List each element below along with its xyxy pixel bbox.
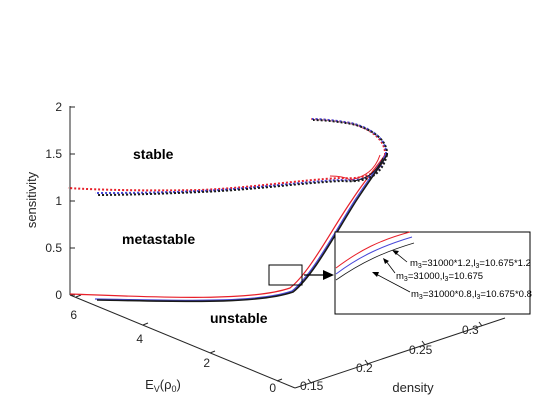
region-label-metastable: metastable	[122, 231, 195, 247]
x-tick-label: 0	[269, 381, 276, 395]
inset-arrow	[385, 260, 396, 274]
zoom-arrowhead	[323, 270, 334, 280]
x-tick-label: 6	[70, 308, 77, 322]
inset-arrowhead	[392, 250, 399, 255]
inset-curve-red	[335, 231, 411, 269]
curves	[67, 118, 389, 303]
z-axis-label: sensitivity	[24, 171, 39, 228]
x-tick-mark	[142, 322, 149, 326]
y-axis-label: density	[392, 380, 434, 395]
series-red-solid	[69, 154, 386, 298]
y-tick-mark	[364, 359, 369, 365]
inset-curve-blue	[335, 236, 413, 275]
z-ticks: 0 0.5 1 1.5 2	[45, 100, 75, 302]
y-tick-mark	[478, 321, 483, 327]
inset: m3=31000*1.2,l3=10.675*1.2 m3=31000,l3=1…	[334, 231, 532, 315]
inset-frame	[334, 231, 531, 315]
y-tick-mark	[307, 378, 312, 384]
region-label-stable: stable	[133, 146, 174, 162]
x-tick-label: 4	[136, 332, 143, 346]
series-black-top	[312, 119, 389, 156]
inset-curve-black	[335, 242, 415, 281]
inset-arrowhead	[372, 272, 379, 277]
inset-label-red: m3=31000*1.2,l3=10.675*1.2	[410, 258, 531, 270]
series-black-solid	[96, 154, 388, 303]
y-tick-label: 0.2	[356, 361, 373, 375]
y-tick-label: 0.25	[409, 343, 433, 357]
inset-arrow	[375, 273, 411, 293]
z-tick-label: 0.5	[45, 241, 62, 255]
y-tick-label: 0.3	[462, 323, 479, 337]
z-tick-label: 0	[55, 288, 62, 302]
y-tick-mark	[421, 340, 426, 346]
inset-label-blue: m3=31000*0.8,l3=10.675*0.8	[411, 289, 532, 301]
x-tick-mark	[209, 350, 216, 354]
z-tick-label: 1.5	[45, 147, 62, 161]
region-label-unstable: unstable	[210, 310, 268, 326]
x-axis-label: EV(ρ0)	[145, 377, 181, 394]
z-tick-label: 1	[55, 194, 62, 208]
series-red-top	[309, 118, 387, 156]
x-tick-label: 2	[203, 356, 210, 370]
x-tick-mark	[75, 294, 82, 298]
y-tick-label: 0.15	[300, 379, 324, 393]
series-blue-top	[311, 118, 388, 155]
y-axis-line	[294, 317, 506, 389]
inset-label-black: m3=31000,l3=10.675	[396, 271, 483, 283]
x-ticks: 0 2 4 6	[70, 294, 283, 395]
x-axis-line	[69, 294, 296, 389]
z-tick-label: 2	[55, 100, 62, 114]
zoom-box	[268, 264, 303, 286]
inset-arrow	[395, 252, 408, 263]
x-tick-mark	[276, 378, 283, 382]
series-blue-solid	[94, 153, 387, 301]
series-black-mid	[351, 157, 384, 182]
inset-arrowhead	[383, 258, 389, 264]
series-red-upper	[67, 154, 386, 192]
series-black-upper	[96, 154, 388, 196]
y-ticks: 0.15 0.2 0.25 0.3	[300, 321, 483, 393]
